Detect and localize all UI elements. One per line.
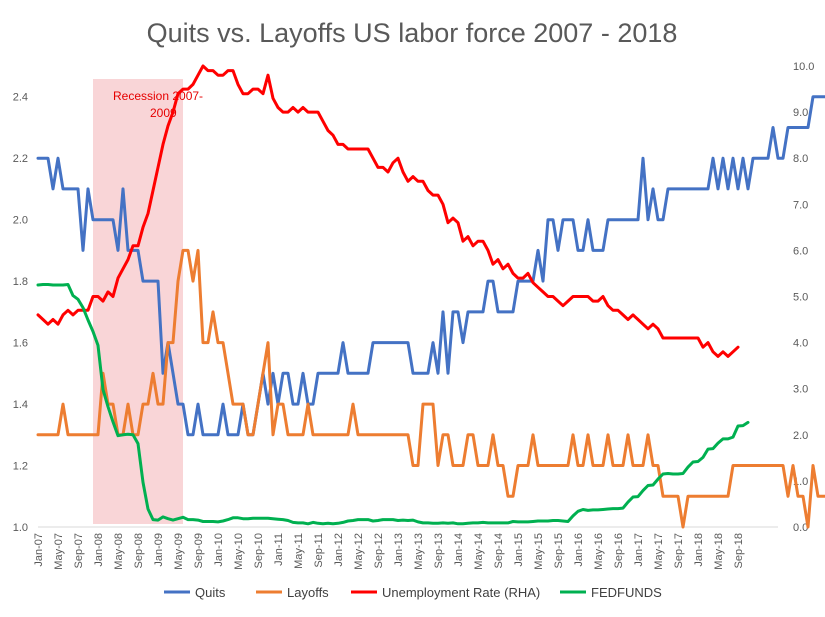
x-tick-label: May-08	[113, 533, 125, 570]
right-tick-label: 5.0	[793, 292, 808, 304]
right-axis: 0.01.02.03.04.05.06.07.08.09.010.0	[793, 61, 814, 534]
legend-item: Quits	[164, 585, 226, 600]
recession-label-line: Recession 2007-	[113, 89, 203, 103]
series-line-unemployment-rate-rha	[36, 64, 740, 358]
x-tick-label: Sep-08	[133, 533, 145, 568]
x-tick-label: Jan-08	[93, 533, 105, 567]
right-tick-label: 10.0	[793, 61, 814, 73]
left-tick-label: 1.8	[13, 276, 28, 288]
legend-label: Layoffs	[287, 585, 329, 600]
x-tick-label: Jan-12	[333, 533, 345, 567]
legend-label: FEDFUNDS	[591, 585, 662, 600]
x-tick-label: Jan-14	[453, 533, 465, 567]
x-tick-label: May-14	[473, 533, 485, 570]
x-tick-label: Sep-17	[673, 533, 685, 568]
left-axis: 1.0 1.2 1.4 1.6 1.8 2.0 2.2 2.4	[13, 92, 28, 534]
x-tick-label: May-13	[413, 533, 425, 570]
right-tick-label: 8.0	[793, 153, 808, 165]
x-tick-label: Sep-13	[433, 533, 445, 568]
x-tick-label: Jan-09	[153, 533, 165, 567]
x-tick-label: May-17	[653, 533, 665, 570]
series	[36, 64, 825, 529]
x-tick-label: Jan-15	[513, 533, 525, 567]
x-tick-label: Jan-10	[213, 533, 225, 567]
legend-item: Unemployment Rate (RHA)	[351, 585, 540, 600]
left-tick-label: 1.0	[13, 522, 28, 534]
x-tick-label: Sep-16	[613, 533, 625, 568]
legend-item: Layoffs	[256, 585, 329, 600]
x-tick-label: Sep-12	[373, 533, 385, 568]
x-axis: Jan-07 May-07 Sep-07 Jan-08 May-08 Sep-08 Jan-…	[33, 533, 745, 570]
x-tick-label: Jan-17	[633, 533, 645, 567]
series-line-fedfunds	[36, 283, 750, 526]
x-tick-label: Jan-07	[33, 533, 45, 567]
left-tick-label: 2.4	[13, 92, 28, 104]
x-tick-label: May-09	[173, 533, 185, 570]
left-tick-label: 1.4	[13, 399, 28, 411]
x-tick-label: May-11	[293, 533, 305, 569]
x-tick-label: May-10	[233, 533, 245, 570]
recession-shading: Recession 2007-2009	[93, 79, 203, 524]
legend-label: Unemployment Rate (RHA)	[382, 585, 540, 600]
x-tick-label: Sep-10	[253, 533, 265, 568]
x-tick-label: May-07	[53, 533, 65, 570]
right-tick-label: 0.0	[793, 522, 808, 534]
right-tick-label: 6.0	[793, 245, 808, 257]
x-tick-label: Sep-15	[553, 533, 565, 568]
x-tick-label: Sep-18	[733, 533, 745, 568]
x-tick-label: Jan-18	[693, 533, 705, 567]
x-tick-label: May-12	[353, 533, 365, 570]
x-tick-label: May-16	[593, 533, 605, 570]
left-tick-label: 1.6	[13, 338, 28, 350]
right-tick-label: 3.0	[793, 384, 808, 396]
right-tick-label: 9.0	[793, 107, 808, 119]
x-tick-label: Sep-07	[73, 533, 85, 568]
series-line-quits	[36, 95, 825, 437]
series-line-layoffs	[36, 248, 825, 529]
right-tick-label: 4.0	[793, 338, 808, 350]
chart-title: Quits vs. Layoffs US labor force 2007 - …	[147, 18, 678, 48]
left-tick-label: 2.0	[13, 215, 28, 227]
left-tick-label: 2.2	[13, 153, 28, 165]
legend-label: Quits	[195, 585, 226, 600]
right-tick-label: 2.0	[793, 430, 808, 442]
x-tick-label: Jan-11	[273, 533, 285, 566]
recession-band	[93, 79, 183, 524]
legend: Quits Layoffs Unemployment Rate (RHA) FEDFU…	[164, 585, 662, 600]
x-tick-label: Sep-11	[313, 533, 325, 568]
left-tick-label: 1.2	[13, 461, 28, 473]
x-tick-label: Jan-16	[573, 533, 585, 567]
x-tick-label: May-15	[533, 533, 545, 570]
x-tick-label: Sep-14	[493, 533, 505, 568]
x-tick-label: May-18	[713, 533, 725, 570]
legend-item: FEDFUNDS	[560, 585, 662, 600]
x-tick-label: Jan-13	[393, 533, 405, 567]
right-tick-label: 7.0	[793, 199, 808, 211]
x-tick-label: Sep-09	[193, 533, 205, 568]
